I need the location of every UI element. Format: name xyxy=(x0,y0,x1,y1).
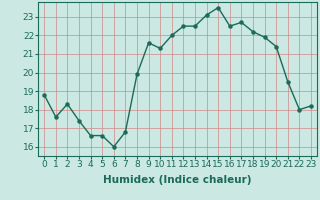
X-axis label: Humidex (Indice chaleur): Humidex (Indice chaleur) xyxy=(103,175,252,185)
